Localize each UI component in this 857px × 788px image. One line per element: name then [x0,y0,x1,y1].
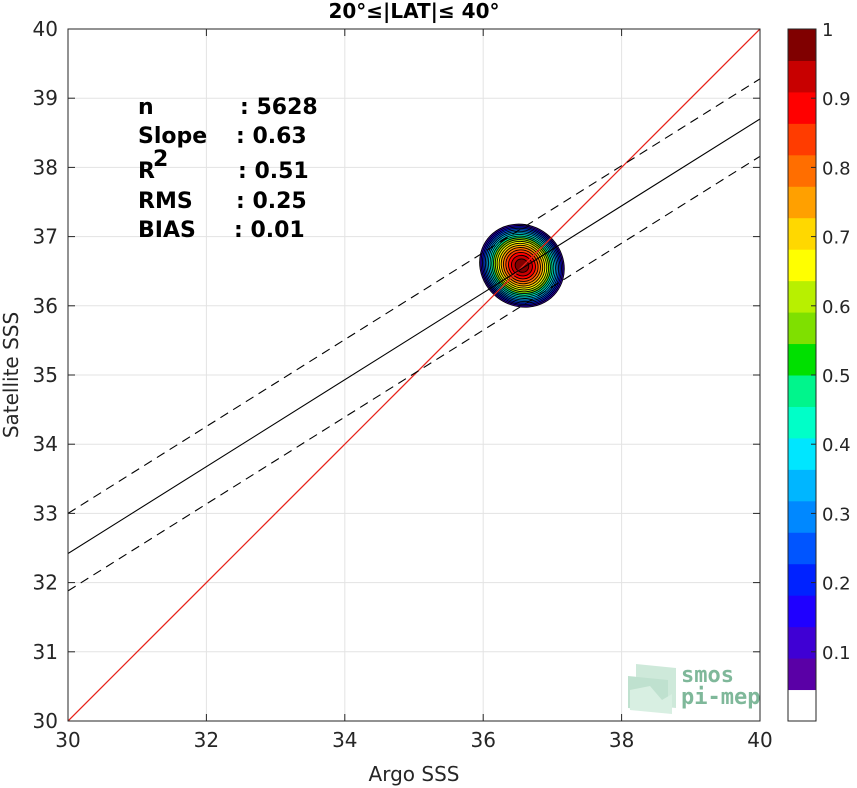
colorbar-band [788,595,816,628]
stats-box: n : 5628 Slope : 0.63 R2 : 0.51 RMS : 0.25 BIAS:… [138,95,318,243]
stat-label: n [138,95,154,120]
y-tick-label: 31 [33,640,58,664]
chart-title: 20°≤|LAT|≤ 40° [328,0,499,23]
colorbar-band [788,312,816,345]
colorbar-band [788,563,816,596]
stat-value: : 5628 [240,95,318,120]
stat-label: RMS [138,189,193,214]
y-tick-label: 33 [33,501,58,525]
colorbar-band [788,658,816,691]
logo-line2: pi-mep [681,685,760,710]
colorbar-band [788,500,816,533]
density-contours [479,223,565,308]
colorbar-band [788,437,816,470]
identity-line [68,29,760,721]
x-tick-label: 34 [332,728,357,752]
colorbar-band [788,469,816,502]
x-tick-label: 40 [747,728,772,752]
stat-value: : 0.01 [234,218,305,243]
y-axis-label: Satellite SSS [0,312,23,438]
colorbar-band [788,186,816,219]
colorbar-band [788,217,816,250]
stat-value: : 0.25 [236,189,307,214]
fit-line [68,118,760,555]
stat-label: R [138,159,155,184]
colorbar-tick-label: 0.3 [822,504,851,525]
logo-mark-icon [628,664,676,714]
x-tick-label: 32 [194,728,219,752]
colorbar-band [788,532,816,565]
fit-upper-line [68,78,760,514]
colorbar-band [788,280,816,313]
colorbar-tick-label: 1 [822,20,833,41]
x-tick-label: 30 [55,728,80,752]
y-tick-label: 35 [33,363,58,387]
y-tick-label: 32 [33,571,58,595]
logo-line1: smos [681,663,734,688]
y-tick-label: 37 [33,225,58,249]
colorbar-band [788,626,816,659]
x-tick-label: 36 [470,728,495,752]
smos-pimep-logo: smos pi-mep [628,663,760,714]
regression-lines [68,29,760,721]
y-tick-label: 39 [33,86,58,110]
y-tick-label: 36 [33,294,58,318]
colorbar-tick-label: 0.9 [822,89,851,110]
colorbar-band [788,123,816,156]
colorbar-band [788,29,816,61]
colorbar-band [788,343,816,376]
colorbar-band [788,60,816,93]
plot-content [68,29,760,721]
stat-label: Slope [138,124,207,149]
stat-label: BIAS [138,218,196,243]
colorbar-band [788,249,816,282]
stat-superscript: 2 [153,147,168,172]
y-tick-label: 40 [33,17,58,41]
fit-lower-line [68,155,760,592]
colorbar-tick-label: 0.1 [822,643,851,664]
stat-value: : 0.63 [236,124,307,149]
y-tick-label: 38 [33,155,58,179]
colorbar-tick-label: 0.2 [822,574,851,595]
colorbar-band [788,375,816,407]
colorbar-band [788,154,816,187]
colorbar-band [788,406,816,439]
stat-value: : 0.51 [238,159,309,184]
colorbar-band [788,91,816,124]
colorbar-tick-label: 0.6 [822,297,851,318]
y-axis-ticks: 30 31 32 33 34 35 36 37 38 39 40 [33,17,760,733]
x-tick-label: 38 [609,728,634,752]
x-axis-ticks: 30 32 34 36 38 40 [55,29,773,752]
colorbar-tick-label: 0.4 [822,435,851,456]
x-axis-label: Argo SSS [369,762,460,786]
colorbar: 0.1 0.2 0.3 0.4 0.5 0.6 0.7 0.8 0.9 1 [787,20,851,722]
y-tick-label: 30 [33,709,58,733]
y-tick-label: 34 [33,432,58,456]
colorbar-tick-label: 0.7 [822,228,851,249]
colorbar-band [788,689,816,722]
colorbar-tick-label: 0.5 [822,366,851,387]
colorbar-tick-label: 0.8 [822,158,851,179]
